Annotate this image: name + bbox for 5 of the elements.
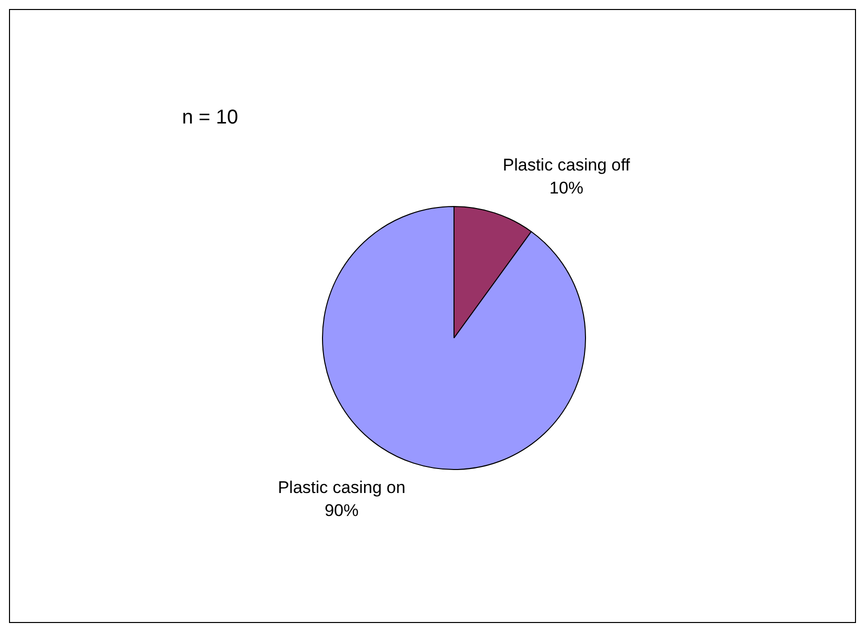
slice-label: Plastic casing off [502,155,630,174]
slice-label: Plastic casing on [278,478,406,497]
data-label: 90% [324,500,359,520]
text: n = 10 [182,106,238,129]
data-label: 10% [549,178,584,198]
